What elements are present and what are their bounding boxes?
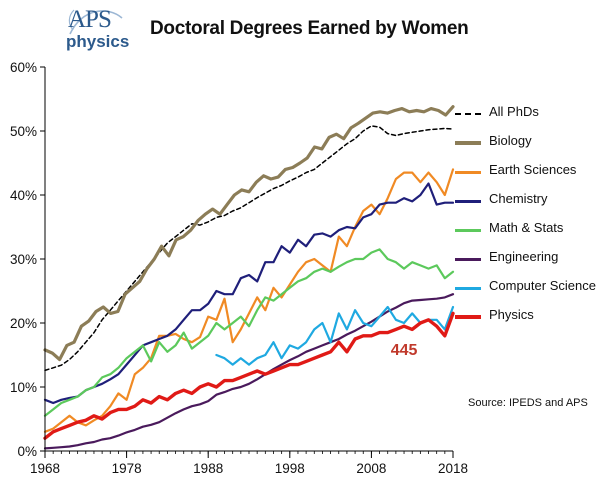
legend-swatch-engineering <box>455 258 481 261</box>
legend-label-computer-science: Computer Science <box>489 278 596 293</box>
legend-label-biology: Biology <box>489 133 532 148</box>
x-tick-label: 2018 <box>438 461 468 476</box>
x-tick-label: 2008 <box>356 461 386 476</box>
logo-physics-text: physics <box>66 32 130 51</box>
x-tick-label: 1998 <box>275 461 305 476</box>
aps-physics-logo: APS physics <box>66 6 130 56</box>
legend-swatch-all-phds <box>455 113 481 115</box>
series-line-physics <box>43 311 455 440</box>
legend-label-earth-sciences: Earth Sciences <box>489 162 577 177</box>
series-line-chemistry <box>43 182 455 405</box>
legend-label-engineering: Engineering <box>489 249 559 264</box>
legend-swatch-earth-sciences <box>455 171 481 174</box>
x-tick-label: 1978 <box>112 461 142 476</box>
legend-swatch-biology <box>455 141 481 145</box>
legend-label-physics: Physics <box>489 307 534 322</box>
legend-label-all-phds: All PhDs <box>489 104 539 119</box>
axes <box>40 66 454 458</box>
legend-label-math-stats: Math & Stats <box>489 220 564 235</box>
y-tick-label: 60% <box>10 60 37 75</box>
series-line-all-phds <box>44 125 454 372</box>
series-line-math-stats <box>43 248 455 417</box>
y-tick-label: 50% <box>10 124 37 139</box>
source-note: Source: IPEDS and APS <box>468 397 588 409</box>
tick-labels: 0% 10% 20% 30% 40% 50% 60% 1968 1978 1988 1998 2008… <box>10 60 468 476</box>
legend-swatch-physics <box>455 315 481 319</box>
series-line-computer-science <box>215 305 455 366</box>
legend-swatch-computer-science <box>455 287 481 290</box>
y-tick-label: 0% <box>17 444 37 459</box>
legend-swatch-chemistry <box>455 200 481 203</box>
series-line-engineering <box>43 293 455 450</box>
legend-label-chemistry: Chemistry <box>489 191 548 206</box>
series-layer <box>43 105 455 450</box>
logo-aps-text: APS <box>68 6 112 33</box>
logo-swoosh-icon <box>68 9 123 35</box>
physics-count-annotation: 445 <box>391 342 418 359</box>
y-tick-label: 10% <box>10 380 37 395</box>
series-line-earth-sciences <box>43 168 455 433</box>
y-tick-label: 30% <box>10 252 37 267</box>
x-tick-label: 1988 <box>193 461 223 476</box>
chart-title: Doctoral Degrees Earned by Women <box>150 18 469 39</box>
y-tick-label: 40% <box>10 188 37 203</box>
x-tick-label: 1968 <box>30 461 60 476</box>
series-line-biology <box>43 105 455 362</box>
y-tick-label: 20% <box>10 316 37 331</box>
legend-swatch-math-stats <box>455 229 481 232</box>
